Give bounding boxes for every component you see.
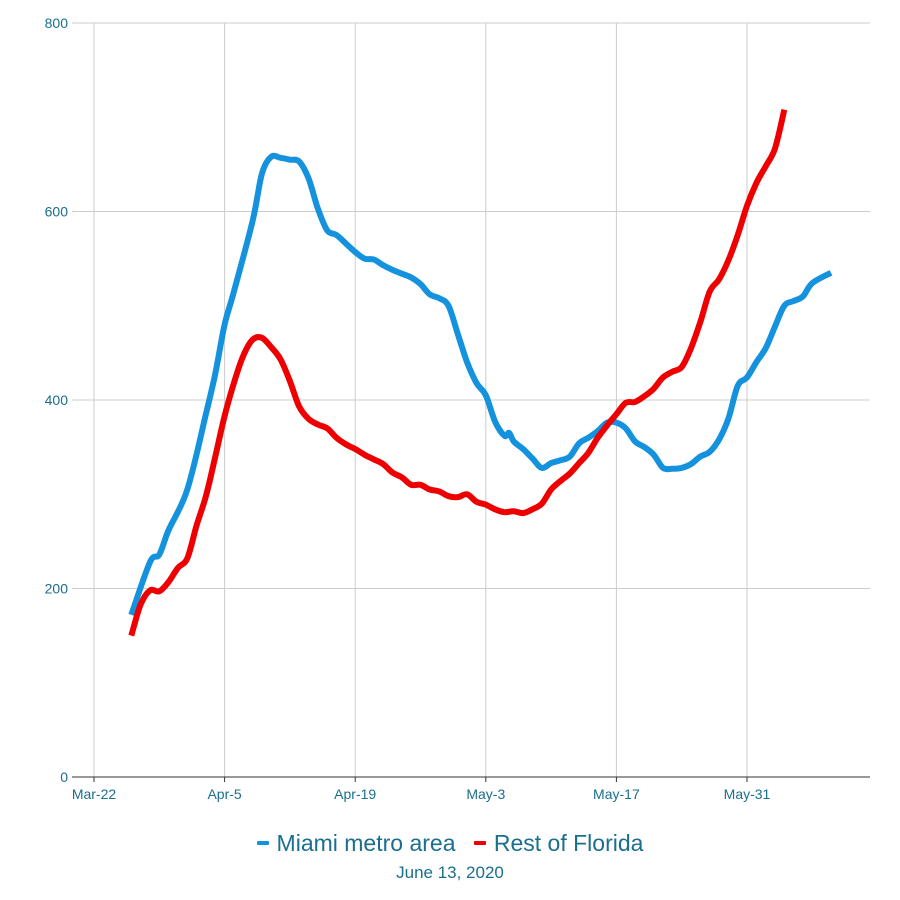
- legend-label-miami: Miami metro area: [276, 829, 456, 856]
- x-tick-label: Apr-5: [207, 786, 241, 802]
- y-tick-label: 600: [45, 204, 69, 220]
- y-tick-label: 200: [45, 581, 69, 597]
- x-tick-label: May-31: [724, 786, 771, 802]
- y-tick-label: 800: [45, 15, 69, 31]
- x-tick-label: Mar-22: [72, 786, 117, 802]
- series-line-rest-of-florida: [128, 109, 788, 637]
- legend-swatch-rest-of-florida: [473, 841, 486, 845]
- y-tick-label: 400: [45, 392, 69, 408]
- axes: [72, 776, 870, 782]
- legend-label-rest-of-florida: Rest of Florida: [493, 829, 644, 856]
- series-line-miami-metro-area: [128, 152, 833, 616]
- x-tick-label: May-3: [466, 786, 505, 802]
- y-tick-label: 0: [60, 769, 68, 785]
- legend-item-rest-of-florida[interactable]: Rest of Florida: [473, 829, 644, 857]
- x-tick-label: Apr-19: [334, 786, 376, 802]
- series-lines: [128, 109, 833, 637]
- legend: Miami metro area Rest of Florida: [0, 824, 900, 857]
- gridlines: [72, 22, 870, 777]
- legend-swatch-miami: [256, 841, 269, 845]
- x-tick-label: May-17: [593, 786, 640, 802]
- legend-item-miami[interactable]: Miami metro area: [256, 829, 456, 857]
- chart-date-caption: June 13, 2020: [396, 863, 504, 882]
- tick-labels: 0 200 400 600 800 Mar-22 Apr-5 Apr-19 May-3 May-1…: [45, 15, 771, 802]
